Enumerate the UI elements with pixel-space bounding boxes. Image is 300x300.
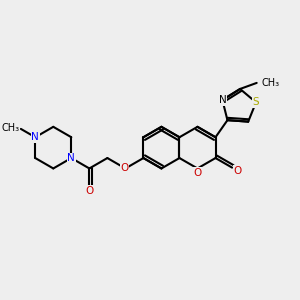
- Text: O: O: [233, 166, 241, 176]
- Text: CH₃: CH₃: [262, 78, 280, 88]
- Text: CH₃: CH₃: [2, 123, 20, 133]
- Text: N: N: [68, 153, 75, 163]
- Text: O: O: [194, 168, 202, 178]
- Text: O: O: [85, 186, 94, 196]
- Text: N: N: [32, 132, 39, 142]
- Text: N: N: [218, 95, 226, 105]
- Text: O: O: [120, 164, 128, 173]
- Text: N: N: [68, 153, 75, 163]
- Text: S: S: [253, 97, 259, 107]
